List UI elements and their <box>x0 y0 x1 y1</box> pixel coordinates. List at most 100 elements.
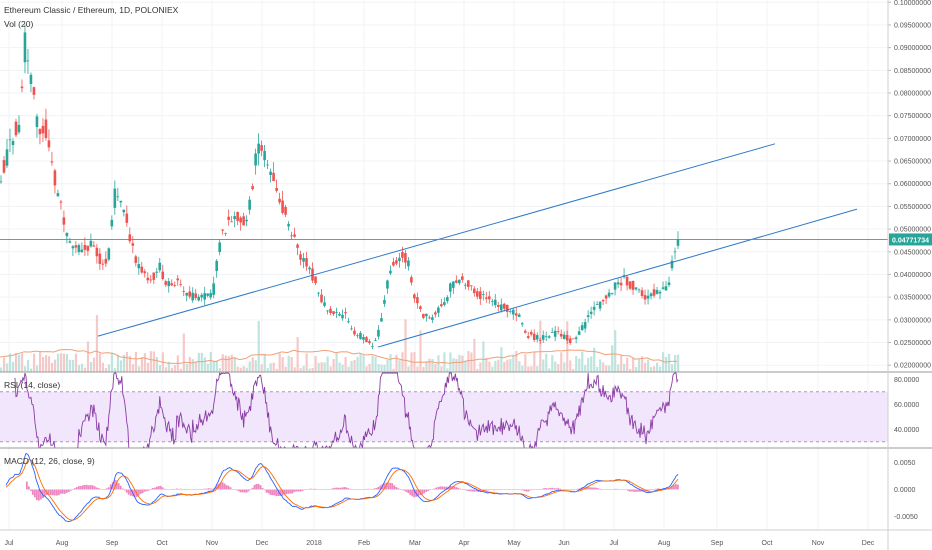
volume-bar <box>101 362 105 372</box>
macd-histogram-bar <box>677 484 679 490</box>
volume-bar <box>233 357 236 372</box>
macd-histogram-bar <box>473 489 476 492</box>
volume-bar <box>581 351 584 372</box>
candle-body <box>553 330 557 337</box>
macd-histogram-bar <box>281 489 284 496</box>
volume-bar <box>656 362 659 372</box>
candle-body <box>311 268 314 281</box>
volume-bar <box>671 364 674 372</box>
macd-histogram-bar <box>165 489 168 490</box>
macd-histogram-bar <box>575 489 577 490</box>
macd-histogram-bar <box>621 489 623 490</box>
time-tick-label: Feb <box>358 540 370 547</box>
candle-body <box>83 244 87 250</box>
macd-histogram-bar <box>659 488 661 490</box>
volume-bar <box>491 366 494 372</box>
macd-histogram-bar <box>103 489 106 490</box>
candle-body <box>628 281 632 289</box>
volume-bar <box>338 362 341 372</box>
volume-bar <box>593 347 596 372</box>
candle-body <box>59 201 63 203</box>
candle-body <box>538 339 542 341</box>
macd-histogram-bar <box>609 489 611 490</box>
candle-body <box>56 193 60 197</box>
volume-bar <box>635 367 638 372</box>
macd-histogram-bar <box>109 484 112 490</box>
macd-histogram-bar <box>33 489 36 498</box>
volume-bar <box>575 356 578 372</box>
time-tick-label: Sep <box>106 540 119 547</box>
volume-bar <box>164 367 167 372</box>
volume-bar <box>50 362 54 372</box>
candle-body <box>559 333 563 337</box>
macd-histogram-bar <box>513 489 516 490</box>
volume-bar <box>674 355 677 372</box>
macd-histogram-bar <box>625 489 627 490</box>
macd-histogram-bar <box>129 489 132 496</box>
candle-body <box>41 125 45 134</box>
candle-body <box>470 285 473 287</box>
macd-histogram-bar <box>267 489 270 494</box>
candle-body <box>257 143 260 154</box>
macd-histogram-bar <box>425 489 428 492</box>
volume-bar <box>323 362 326 372</box>
candle-body <box>652 289 656 296</box>
macd-histogram-bar <box>365 488 368 490</box>
candle-body <box>194 293 198 298</box>
macd-histogram-bar <box>245 489 248 493</box>
macd-histogram-bar <box>49 489 52 496</box>
volume-bar <box>38 351 42 372</box>
price-axis: 0.10000000 0.09500000 0.09000000 0.08500000… <box>888 0 931 370</box>
candle-body <box>200 294 204 298</box>
volume-bar <box>641 356 644 372</box>
macd-histogram-bar <box>227 485 230 490</box>
macd-histogram-bar <box>385 482 388 490</box>
candle-body <box>290 235 293 237</box>
volume-bar <box>380 364 383 372</box>
volume-bar <box>659 366 662 372</box>
candle-body <box>131 243 135 246</box>
macd-histogram-bar <box>71 489 74 490</box>
macd-histogram-bar <box>85 484 88 490</box>
volume-bar <box>386 359 389 372</box>
volume-bar <box>128 355 132 372</box>
volume-bar <box>665 356 668 372</box>
candle-body <box>308 267 311 270</box>
macd-histogram-bar <box>209 488 212 490</box>
macd-histogram-bar <box>61 489 64 494</box>
macd-histogram-bar <box>445 486 448 490</box>
macd-histogram-bar <box>355 489 358 490</box>
volume-bar <box>638 359 641 372</box>
candle-body <box>649 293 653 297</box>
candle-body <box>371 346 374 348</box>
candle-body <box>332 311 335 315</box>
candle-body <box>428 317 431 319</box>
candle-body <box>95 247 99 257</box>
volume-bar <box>530 366 533 372</box>
volume-bar <box>542 359 545 372</box>
macd-histogram-bar <box>29 489 32 492</box>
macd-histogram-bar <box>351 489 354 490</box>
macd-histogram-bar <box>657 488 659 490</box>
rsi-tick-label: 80.0000 <box>894 377 919 384</box>
volume-bar <box>140 357 143 372</box>
rsi-band <box>0 391 888 442</box>
candle-body <box>212 283 215 295</box>
candle-body <box>47 140 51 148</box>
candle-body <box>143 271 147 274</box>
candle-body <box>233 216 236 220</box>
macd-histogram-bar <box>559 488 561 490</box>
candle-body <box>29 74 33 84</box>
candle-body <box>562 334 566 339</box>
macd-histogram-bar <box>623 489 625 490</box>
macd-histogram-bar <box>101 489 104 490</box>
macd-histogram-bar <box>515 489 518 490</box>
macd-histogram-bar <box>389 482 392 490</box>
macd-histogram-bar <box>151 487 154 490</box>
volume-bar <box>104 368 108 372</box>
macd-histogram-bar <box>579 488 581 490</box>
volume-bar <box>89 362 93 372</box>
volume-bar <box>239 367 242 372</box>
volume-bar <box>452 358 455 372</box>
